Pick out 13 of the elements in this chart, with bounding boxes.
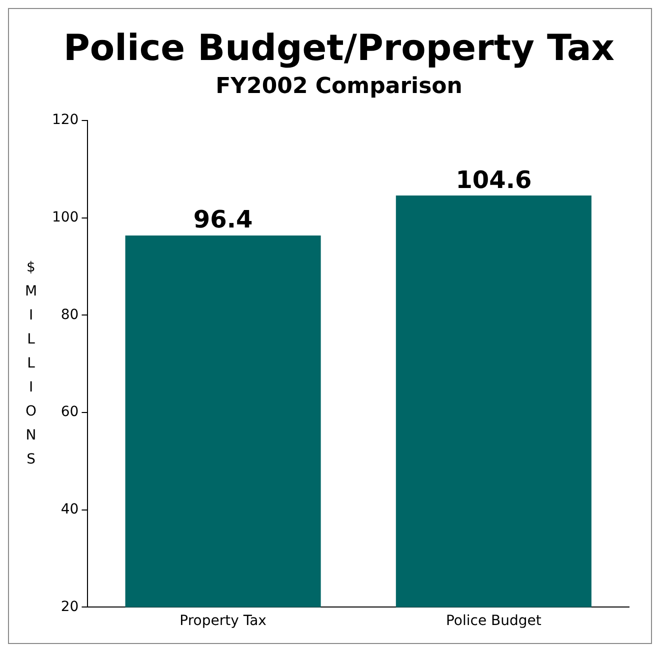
chart-subtitle: FY2002 Comparison: [216, 74, 462, 100]
data-label: 96.4: [193, 206, 253, 234]
y-tick-label: 80: [60, 306, 79, 323]
text: $MILLIONS: [24, 260, 38, 468]
y-tick-label: 60: [60, 404, 79, 420]
chart-title: Police Budget/Property Tax: [64, 28, 614, 69]
y-tick-label: 100: [52, 210, 79, 226]
y-tick-label: 120: [52, 112, 79, 128]
x-tick-label: Police Budget: [446, 613, 542, 630]
data-label: 104.6: [456, 166, 532, 194]
x-tick-label: Property Tax: [180, 613, 266, 630]
y-tick-label: 40: [60, 502, 79, 518]
y-tick-label: 20: [60, 598, 79, 615]
